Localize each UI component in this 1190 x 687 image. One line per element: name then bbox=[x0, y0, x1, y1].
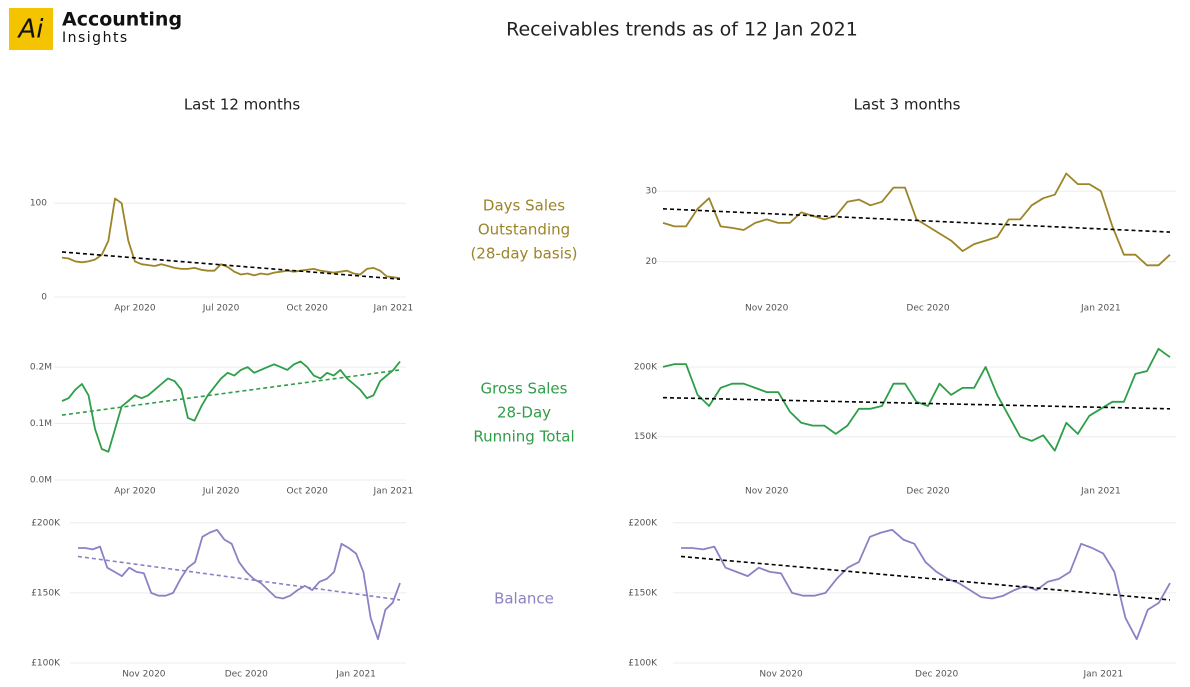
x-tick-label: Jan 2021 bbox=[1080, 487, 1121, 497]
logo-mark: Ai bbox=[16, 15, 44, 45]
x-tick-label: Jan 2021 bbox=[373, 304, 414, 314]
x-tick-label: Dec 2020 bbox=[225, 670, 268, 680]
x-tick-label: Dec 2020 bbox=[906, 487, 949, 497]
series-line bbox=[662, 172, 1171, 267]
x-tick-label: Oct 2020 bbox=[287, 304, 329, 314]
trend-line bbox=[680, 555, 1171, 601]
trend-line bbox=[61, 369, 401, 416]
brand-sub: Insights bbox=[62, 30, 129, 46]
x-tick-label: Jan 2021 bbox=[1082, 670, 1123, 680]
trend-line bbox=[662, 208, 1171, 233]
trend-line bbox=[662, 396, 1171, 410]
x-tick-label: Jan 2021 bbox=[335, 670, 376, 680]
y-tick-label: 0.1M bbox=[30, 419, 52, 429]
row-label: Running Total bbox=[473, 428, 574, 446]
x-tick-label: Nov 2020 bbox=[122, 670, 166, 680]
y-tick-label: 0 bbox=[41, 293, 47, 303]
series-line bbox=[61, 360, 401, 453]
y-tick-label: 20 bbox=[646, 257, 658, 267]
trend-line bbox=[77, 555, 401, 601]
brand: Accounting bbox=[62, 9, 182, 31]
row-label: Gross Sales bbox=[481, 380, 568, 398]
column-header: Last 12 months bbox=[184, 96, 301, 114]
logo-box bbox=[9, 8, 53, 50]
y-tick-label: 150K bbox=[634, 432, 658, 442]
y-tick-label: £150K bbox=[628, 588, 658, 598]
row-label: 28-Day bbox=[497, 404, 551, 422]
y-tick-label: 200K bbox=[634, 362, 658, 372]
x-tick-label: Jan 2021 bbox=[373, 487, 414, 497]
page-title: Receivables trends as of 12 Jan 2021 bbox=[506, 19, 858, 41]
row-label: Outstanding bbox=[478, 221, 570, 239]
y-tick-label: £100K bbox=[31, 659, 61, 669]
x-tick-label: Apr 2020 bbox=[114, 304, 156, 314]
x-tick-label: Jul 2020 bbox=[202, 487, 240, 497]
series-line bbox=[78, 528, 401, 641]
x-tick-label: Nov 2020 bbox=[759, 670, 803, 680]
y-tick-label: 30 bbox=[646, 187, 658, 197]
y-tick-label: £200K bbox=[628, 518, 658, 528]
y-tick-label: 0.2M bbox=[30, 363, 52, 373]
x-tick-label: Apr 2020 bbox=[114, 487, 156, 497]
column-header: Last 3 months bbox=[854, 96, 961, 114]
series-line bbox=[61, 197, 401, 280]
x-tick-label: Jan 2021 bbox=[1080, 304, 1121, 314]
x-tick-label: Nov 2020 bbox=[745, 487, 789, 497]
x-tick-label: Dec 2020 bbox=[915, 670, 958, 680]
trend-line bbox=[61, 251, 401, 280]
y-tick-label: £200K bbox=[31, 518, 61, 528]
row-label: Days Sales bbox=[483, 197, 565, 215]
x-tick-label: Dec 2020 bbox=[906, 304, 949, 314]
y-tick-label: £150K bbox=[31, 588, 61, 598]
row-label: (28-day basis) bbox=[470, 245, 577, 263]
y-tick-label: 100 bbox=[30, 199, 47, 209]
x-tick-label: Oct 2020 bbox=[287, 487, 329, 497]
series-line bbox=[681, 528, 1171, 641]
y-tick-label: £100K bbox=[628, 659, 658, 669]
row-label: Balance bbox=[494, 590, 554, 608]
y-tick-label: 0.0M bbox=[30, 476, 52, 486]
series-line bbox=[662, 347, 1171, 452]
x-tick-label: Jul 2020 bbox=[202, 304, 240, 314]
x-tick-label: Nov 2020 bbox=[745, 304, 789, 314]
